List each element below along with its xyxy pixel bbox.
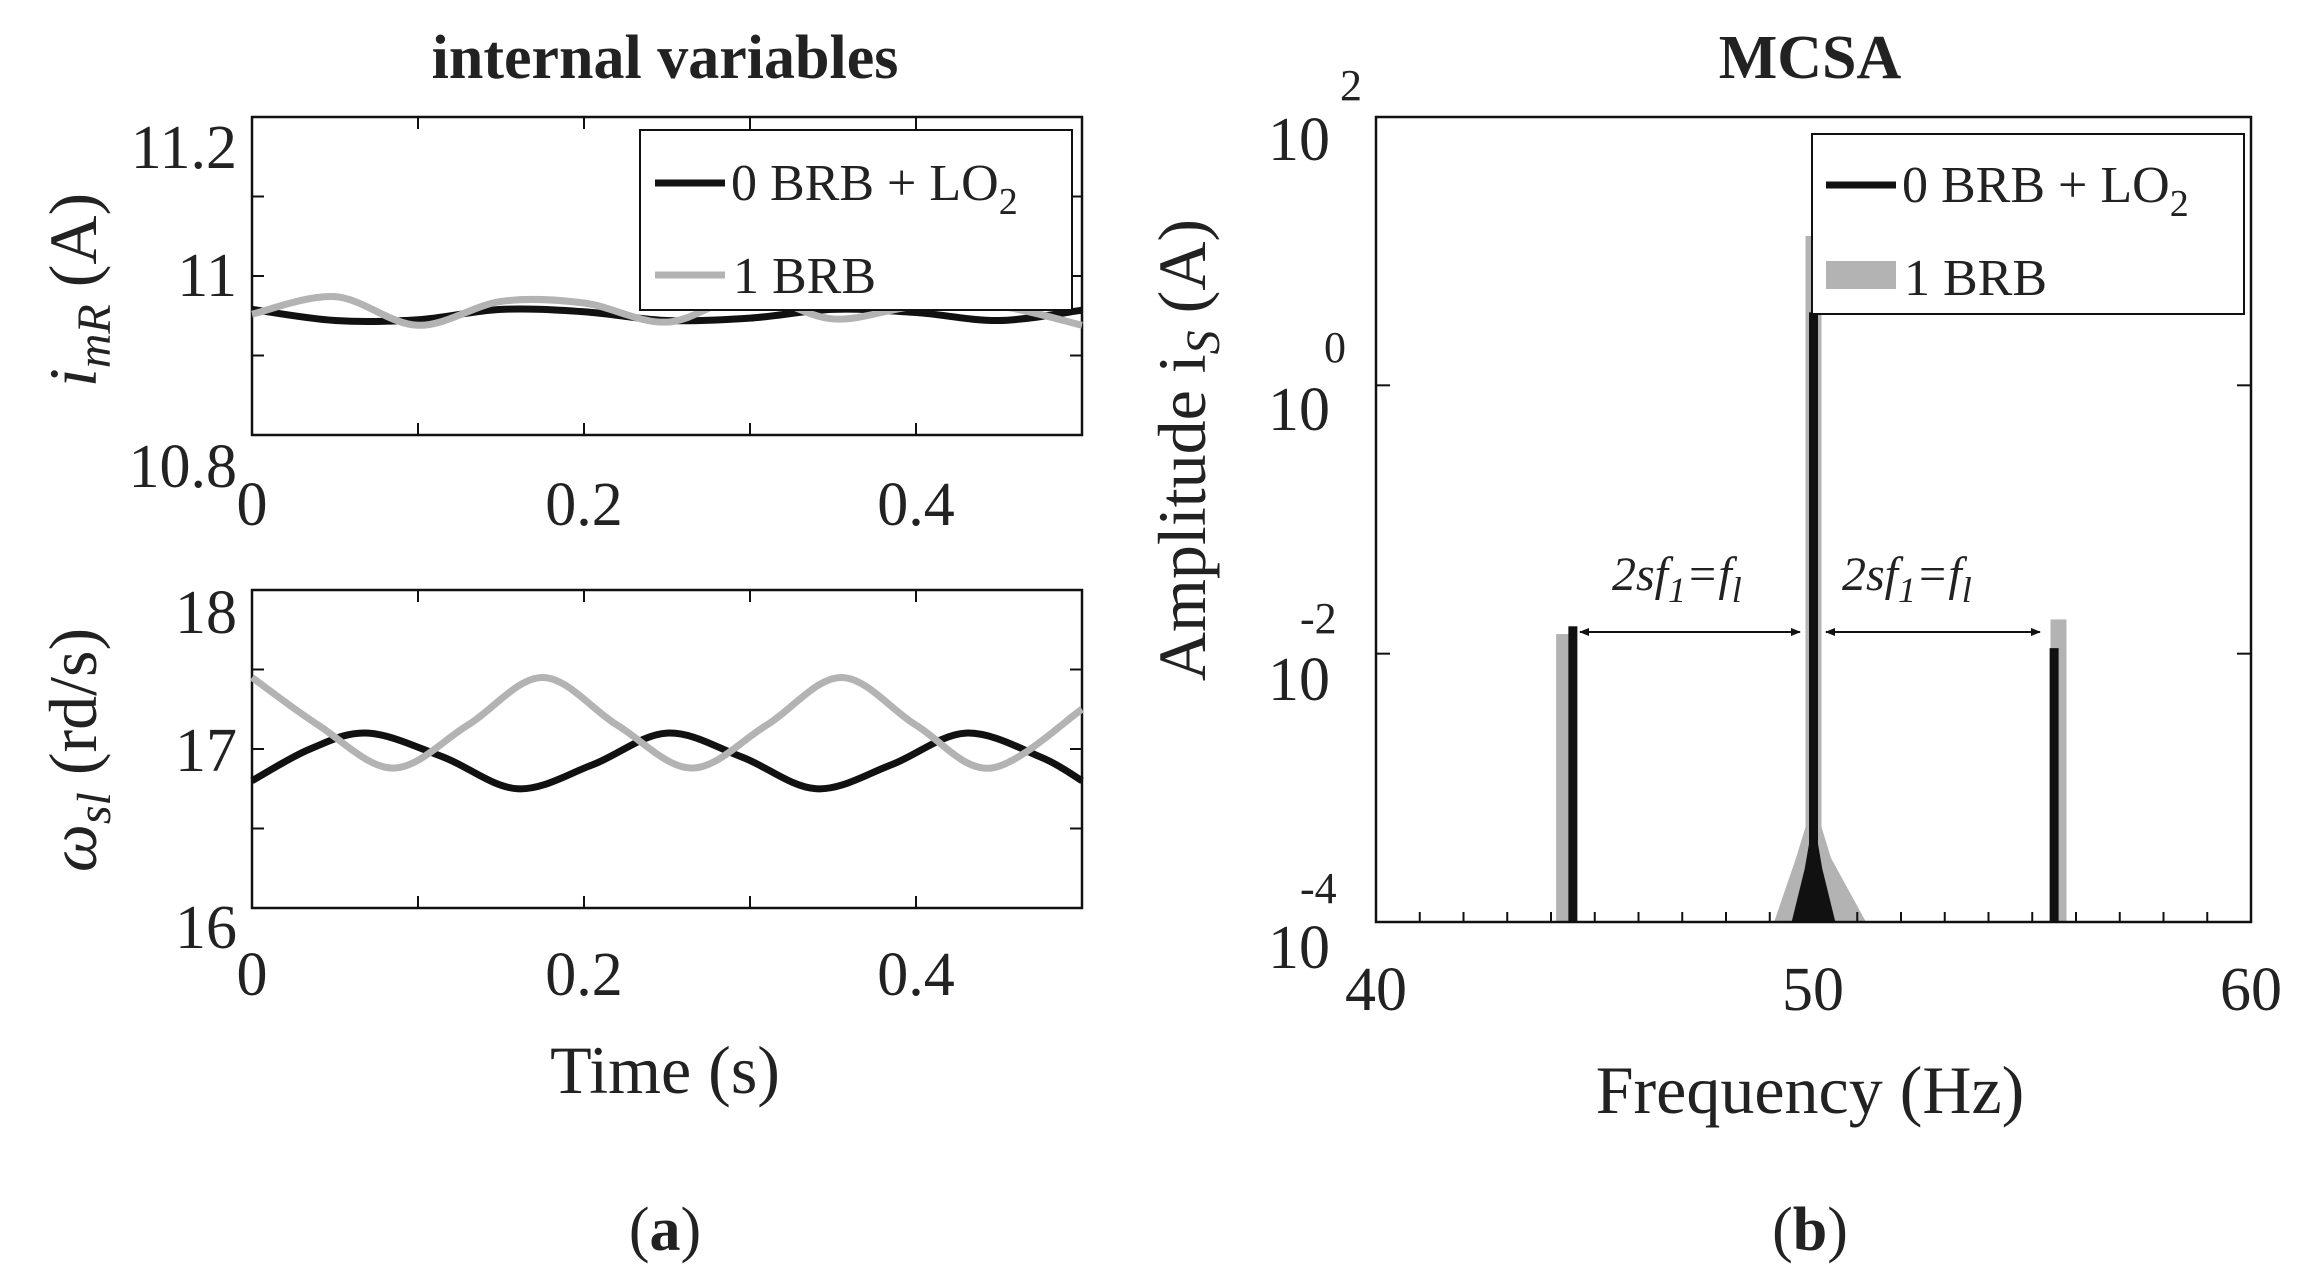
panel-b-title: MCSA bbox=[1719, 24, 1902, 92]
spectrum-legend-label-series1: 0 BRB + LO2 bbox=[1902, 157, 2189, 225]
spectrum-peak-gray-0 bbox=[1556, 634, 1573, 922]
top-ylabel-sub: mR bbox=[68, 304, 121, 368]
spectrum-ytick-0.01-exp: -2 bbox=[1300, 594, 1337, 643]
spectrum-ylabel-unit: (A) bbox=[1144, 219, 1220, 330]
spectrum-ytick-100: 10 2 bbox=[1268, 61, 1362, 174]
top-ytick-11: 11 bbox=[177, 242, 237, 310]
spectrum-ytick-0.0001-exp: -4 bbox=[1300, 864, 1337, 913]
top-ytick-10.8: 10.8 bbox=[129, 433, 238, 501]
top-xtick-0.2: 0.2 bbox=[545, 471, 623, 539]
spectrum-ytick-0.0001: 10 -4 bbox=[1268, 864, 1337, 982]
panel-b-caption-letter: b bbox=[1793, 1196, 1827, 1264]
annotation-right-sub2: l bbox=[1962, 570, 1972, 610]
spectrum-xtick-40: 40 bbox=[1345, 956, 1407, 1024]
spectrum-ytick-100-exp: 2 bbox=[1340, 61, 1362, 110]
bottom-ytick-17: 17 bbox=[175, 717, 237, 785]
spectrum-ytick-0.0001-base: 10 bbox=[1268, 914, 1330, 982]
bottom-ylabel-unit: (rd/s) bbox=[35, 628, 111, 792]
bottom-ytick-18: 18 bbox=[175, 579, 237, 647]
bottom-axes-ticks bbox=[251, 589, 1083, 909]
spectrum-xtick-60: 60 bbox=[2220, 956, 2282, 1024]
spectrum-ytick-100-base: 10 bbox=[1268, 106, 1330, 174]
top-xtick-0: 0 bbox=[237, 471, 268, 539]
bottom-axes-series bbox=[249, 673, 1084, 793]
panel-b-caption-close: ) bbox=[1827, 1196, 1848, 1264]
top-ylabel-main: i bbox=[35, 368, 111, 387]
spectrum-ylabel-main: Amplitude i bbox=[1144, 354, 1220, 681]
panel-a-title: internal variables bbox=[432, 24, 899, 92]
bottom-xtick-0.2: 0.2 bbox=[545, 941, 623, 1009]
spectrum-series bbox=[1556, 235, 2067, 922]
legend-label-series1: 0 BRB + LO2 bbox=[731, 155, 1018, 223]
spectrum-ytick-1-exp: 0 bbox=[1324, 323, 1346, 372]
annotation-left-mid: =f bbox=[1686, 548, 1737, 601]
panel-a-caption-open: ( bbox=[629, 1196, 650, 1264]
spectrum-legend-swatch-series2 bbox=[1826, 261, 1896, 289]
spectrum-legend-label-series2: 1 BRB bbox=[1904, 250, 2047, 307]
panel-b-caption: (b) bbox=[1772, 1196, 1848, 1264]
annotation-label-left: 2sf1=fl bbox=[1612, 548, 1742, 610]
annotation-right-pre: 2sf bbox=[1842, 548, 1904, 601]
top-ytick-11.2: 11.2 bbox=[131, 114, 237, 182]
top-axes-ticks bbox=[251, 116, 1083, 436]
annotation-left-sub1: 1 bbox=[1668, 570, 1686, 610]
bottom-series-gray bbox=[249, 673, 1084, 772]
annotation-right-mid: =f bbox=[1916, 548, 1967, 601]
legend-label-series1-sub: 2 bbox=[999, 181, 1018, 223]
panel-a-caption: (a) bbox=[629, 1196, 701, 1264]
annotation-label-right: 2sf1=fl bbox=[1842, 548, 1972, 610]
spectrum-ylabel-sub: S bbox=[1177, 330, 1230, 354]
panel-a-caption-close: ) bbox=[681, 1196, 702, 1264]
spectrum-ytick-0.01: 10 -2 bbox=[1268, 594, 1337, 714]
spectrum-peak-black-2 bbox=[2049, 648, 2059, 922]
top-xtick-0.4: 0.4 bbox=[877, 471, 955, 539]
spectrum-xlabel: Frequency (Hz) bbox=[1596, 1052, 2025, 1128]
spectrum-legend-series1-text: 0 BRB + LO bbox=[1902, 157, 2170, 214]
spectrum-peak-black-0 bbox=[1568, 626, 1578, 922]
spectrum-xtick-50: 50 bbox=[1782, 956, 1844, 1024]
bottom-xtick-0: 0 bbox=[237, 941, 268, 1009]
top-ylabel-unit: (A) bbox=[35, 193, 111, 304]
bottom-ylabel: ωsl (rd/s) bbox=[35, 628, 121, 872]
top-ylabel: imR (A) bbox=[35, 193, 121, 387]
spectrum-axes: 10 2 10 0 10 -2 10 -4 40 50 60 Amplitude… bbox=[1144, 61, 2282, 1128]
panel-a-caption-letter: a bbox=[650, 1196, 681, 1264]
spectrum-ytick-1: 10 0 bbox=[1268, 323, 1346, 444]
panel-b-caption-open: ( bbox=[1772, 1196, 1793, 1264]
bottom-series-black bbox=[250, 729, 1084, 793]
spectrum-peak-black-1 bbox=[1809, 312, 1818, 922]
legend-label-series1-text: 0 BRB + LO bbox=[731, 155, 999, 212]
bottom-xlabel: Time (s) bbox=[550, 1032, 780, 1108]
spectrum-ylabel: Amplitude iS (A) bbox=[1144, 219, 1230, 681]
spectrum-ticks bbox=[1375, 116, 2252, 923]
spectrum-ytick-1-base: 10 bbox=[1268, 376, 1330, 444]
spectrum-legend-series1-sub: 2 bbox=[2170, 183, 2189, 225]
bottom-ytick-16: 16 bbox=[175, 894, 237, 962]
bottom-axes-frame bbox=[250, 588, 1084, 910]
annotation-left-sub2: l bbox=[1732, 570, 1742, 610]
legend-label-series2: 1 BRB bbox=[733, 248, 876, 305]
annotation-left-pre: 2sf bbox=[1612, 548, 1674, 601]
bottom-xtick-0.4: 0.4 bbox=[877, 941, 955, 1009]
spectrum-ytick-0.01-base: 10 bbox=[1268, 646, 1330, 714]
bottom-ylabel-sub: sl bbox=[68, 792, 121, 824]
bottom-ylabel-main: ω bbox=[35, 824, 111, 872]
annotation-right-sub1: 1 bbox=[1898, 570, 1916, 610]
top-legend-box bbox=[639, 129, 1073, 311]
top-axes: 11.2 11 10.8 0 0.2 0.4 imR (A) 0 BRB + L… bbox=[35, 114, 1084, 539]
bottom-axes: 18 17 16 0 0.2 0.4 ωsl (rd/s) Time (s) bbox=[35, 579, 1084, 1108]
